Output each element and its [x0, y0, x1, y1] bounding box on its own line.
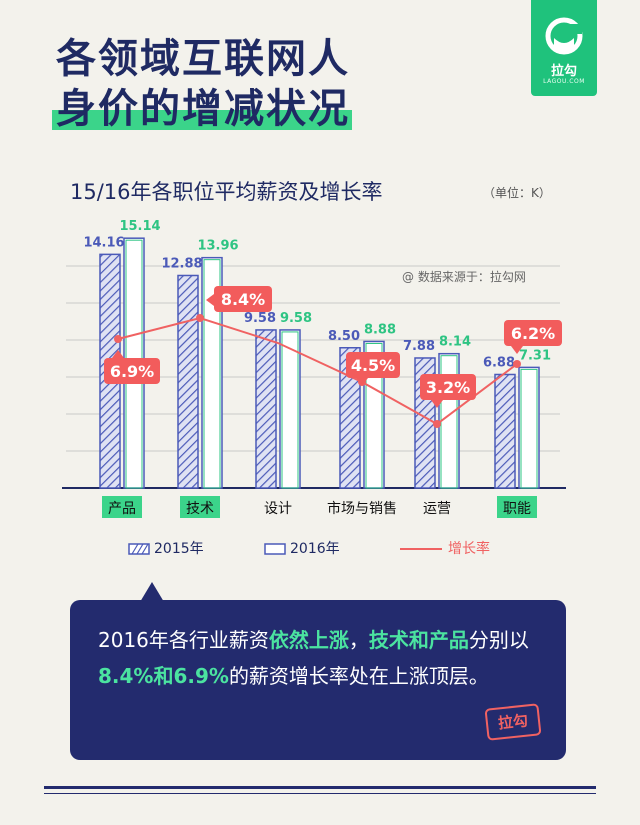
bar-2016 [279, 329, 301, 489]
growth-line [117, 316, 518, 426]
growth-label-box [346, 352, 400, 378]
growth-label: 6.2% [511, 324, 555, 343]
callout-text-part3: 分别以 [468, 628, 529, 652]
legend-2016-swatch [264, 543, 286, 555]
title-line2-text: 身价的增减状况 [56, 86, 350, 132]
growth-point [433, 420, 441, 428]
summary-callout: 2016年各行业薪资依然上涨，技术和产品分别以 8.4%和6.9%的薪资增长率处在… [70, 582, 566, 760]
callout-highlight2: 技术和产品 [368, 628, 469, 652]
unit-label: （单位：K） [483, 186, 551, 200]
title-highlight-bar [52, 110, 352, 130]
callout-text-part1: 2016年各行业薪资 [98, 628, 269, 652]
category-label: 技术 [186, 501, 214, 517]
callout-highlight1: 依然上涨 [268, 628, 349, 652]
growth-label-tail [511, 346, 523, 354]
legend-growth-label: 增长率 [448, 541, 490, 557]
bar-2016 [518, 366, 540, 489]
lagou-logo: 拉勾 LAGOU.COM [531, 0, 597, 96]
growth-label-box [504, 320, 562, 346]
growth-label: 3.2% [426, 378, 470, 397]
callout-tail [140, 582, 164, 602]
growth-label: 4.5% [351, 356, 395, 375]
category-label: 产品 [108, 501, 136, 517]
bottom-rule [44, 786, 596, 789]
value-label-2016: 15.14 [119, 219, 160, 234]
legend-2016-label: 2016年 [290, 541, 340, 557]
category-label: 设计 [264, 501, 292, 517]
value-label-2015: 9.58 [244, 311, 276, 326]
category-highlight [180, 496, 220, 518]
growth-label-tail [431, 400, 443, 408]
value-label-2016: 13.96 [197, 239, 238, 254]
value-label-2016: 9.58 [280, 311, 312, 326]
legend-2016: 2016年 [264, 538, 340, 558]
legend-growth: 增长率 [400, 538, 490, 558]
page-title-line2: 身价的增减状况 [52, 84, 352, 134]
value-label-2015: 14.16 [83, 235, 124, 250]
logo-subtext: LAGOU.COM [543, 78, 585, 85]
page-title-line1: 各领域互联网人 [56, 34, 350, 84]
chart-title: 15/16年各职位平均薪资及增长率 [70, 180, 383, 204]
title-block: 各领域互联网人 身价的增减状况 [52, 34, 352, 134]
value-label-2016: 8.88 [364, 322, 396, 337]
growth-label-tail [206, 294, 214, 306]
category-label: 市场与销售 [327, 500, 397, 517]
value-label-2015: 12.88 [161, 256, 202, 271]
category-highlight [102, 496, 142, 518]
bottom-rule-thin [44, 793, 596, 794]
growth-point [196, 314, 204, 322]
growth-point [513, 360, 521, 368]
bar-2015 [177, 274, 199, 489]
growth-label-tail [112, 350, 124, 358]
growth-label-box [420, 374, 476, 400]
legend-2015-label: 2015年 [154, 541, 204, 557]
growth-label-tail [356, 378, 368, 386]
callout-text: 2016年各行业薪资依然上涨，技术和产品分别以 8.4%和6.9%的薪资增长率处在… [98, 622, 538, 694]
category-highlight [497, 496, 537, 518]
growth-point [114, 335, 122, 343]
bar-2016-inner [203, 259, 221, 489]
callout-text-part2: ， [348, 628, 369, 652]
value-label-2015: 7.88 [403, 339, 435, 354]
growth-label: 8.4% [221, 290, 265, 309]
bar-2016-inner [520, 368, 538, 489]
bar-2016-inner [365, 342, 383, 489]
legend-2015-swatch [128, 543, 150, 555]
lagou-logo-icon [545, 17, 583, 55]
value-label-2016: 7.31 [519, 348, 551, 363]
growth-label-box [214, 286, 272, 312]
data-source: @ 数据来源于：拉勾网 [402, 270, 526, 284]
callout-highlight3: 8.4%和6.9% [98, 664, 229, 688]
category-label: 运营 [423, 501, 451, 517]
bar-2015 [255, 329, 277, 489]
legend-growth-swatch [400, 548, 442, 550]
value-label-2016: 8.14 [439, 335, 471, 350]
category-label: 职能 [503, 501, 531, 517]
lagou-stamp: 拉勾 [484, 703, 542, 741]
bar-2016-inner [281, 331, 299, 489]
growth-label-box [104, 358, 160, 384]
bar-2015 [494, 373, 516, 489]
logo-name: 拉勾 [550, 64, 577, 79]
callout-text-part4: 的薪资增长率处在上涨顶层。 [228, 664, 489, 688]
growth-label: 6.9% [110, 362, 154, 381]
value-label-2015: 6.88 [483, 355, 515, 370]
bar-2015 [339, 347, 361, 489]
legend-2015: 2015年 [128, 538, 204, 558]
title-line1-text: 各领域互联网人 [56, 36, 350, 82]
value-label-2015: 8.50 [328, 329, 360, 344]
